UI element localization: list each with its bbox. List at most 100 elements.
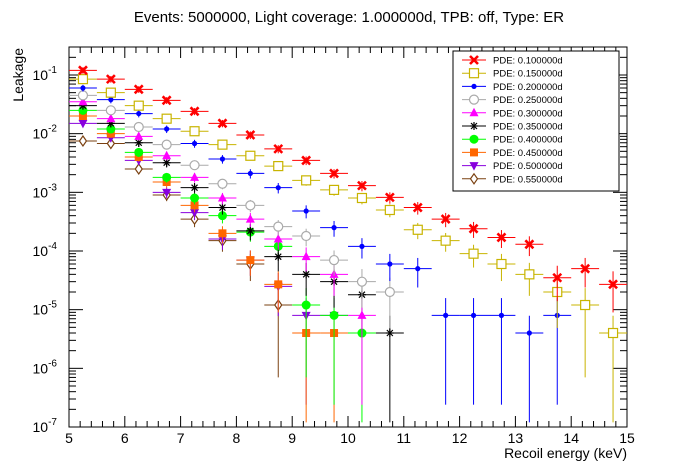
- data-point: [301, 175, 312, 186]
- data-point: [526, 330, 532, 336]
- data-point: [245, 214, 255, 223]
- data-point: [78, 65, 88, 76]
- legend-label: PDE: 0.250000d: [493, 95, 563, 106]
- x-tick-label: 15: [619, 430, 635, 446]
- data-point: [498, 312, 505, 318]
- legend-label: PDE: 0.200000d: [493, 82, 563, 93]
- data-point: [274, 252, 283, 261]
- x-tick-label: 10: [340, 430, 356, 446]
- data-point: [106, 113, 116, 123]
- y-tick-label: 10-4: [33, 241, 58, 259]
- data-point: [245, 130, 256, 140]
- data-point: [78, 96, 88, 106]
- data-point: [77, 74, 89, 85]
- chart-title: Events: 5000000, Light coverage: 1.00000…: [134, 9, 564, 26]
- data-point: [161, 113, 172, 124]
- data-point: [608, 279, 618, 290]
- y-axis-label: Leakage: [10, 48, 26, 102]
- data-point: [275, 185, 281, 191]
- data-point: [246, 256, 255, 265]
- data-point: [359, 243, 365, 249]
- data-point: [301, 251, 311, 261]
- data-point: [524, 239, 535, 250]
- data-point: [245, 200, 256, 211]
- data-point: [496, 232, 507, 243]
- data-point: [301, 155, 312, 166]
- legend-marker: [470, 148, 478, 157]
- data-point: [106, 129, 115, 138]
- series-3: [69, 90, 404, 328]
- data-point: [384, 286, 395, 298]
- data-point: [301, 230, 312, 242]
- data-point: [164, 126, 170, 132]
- data-point: [357, 310, 367, 319]
- data-point: [524, 269, 535, 280]
- series-1: [69, 74, 627, 423]
- data-point: [496, 258, 507, 270]
- x-tick-label: 11: [397, 430, 412, 446]
- legend-marker: [469, 55, 479, 65]
- x-tick-label: 12: [452, 430, 468, 446]
- legend-label: PDE: 0.350000d: [493, 122, 563, 133]
- legend-label: PDE: 0.450000d: [493, 148, 563, 159]
- data-point: [136, 110, 142, 117]
- x-tick-label: 5: [65, 430, 73, 446]
- legend-marker: [469, 134, 479, 144]
- series-9: [69, 134, 293, 378]
- legend-label: PDE: 0.500000d: [493, 161, 563, 172]
- data-point: [246, 226, 255, 235]
- data-point: [217, 139, 228, 150]
- data-point: [134, 138, 143, 147]
- data-point: [78, 134, 88, 148]
- legend: PDE: 0.100000d PDE: 0.150000d PDE: 0.20000…: [452, 50, 620, 192]
- data-point: [190, 183, 199, 192]
- data-point: [356, 192, 368, 204]
- data-point: [190, 172, 200, 181]
- series-2: [69, 84, 572, 423]
- data-point: [217, 193, 227, 202]
- data-point: [105, 105, 116, 116]
- y-tick-label: 10-5: [33, 300, 58, 318]
- data-point: [106, 137, 116, 150]
- legend-label: PDE: 0.150000d: [493, 69, 563, 80]
- data-point: [161, 95, 172, 106]
- series-5: [69, 101, 404, 423]
- data-point: [190, 201, 199, 210]
- data-point: [133, 121, 144, 133]
- legend-marker: [469, 172, 479, 185]
- data-point: [80, 85, 86, 91]
- legend-label: PDE: 0.100000d: [493, 56, 563, 67]
- data-point: [134, 153, 143, 162]
- y-tick-label: 10-2: [33, 124, 58, 142]
- data-point: [106, 124, 116, 134]
- data-point: [78, 111, 87, 120]
- data-point: [470, 312, 477, 318]
- data-point: [161, 139, 172, 150]
- legend-label: PDE: 0.550000d: [493, 174, 563, 185]
- data-point: [412, 224, 423, 235]
- data-point: [329, 168, 339, 179]
- data-point: [301, 300, 311, 310]
- data-point: [245, 150, 256, 161]
- y-tick-label: 10-7: [33, 417, 58, 435]
- y-tick-label: 10-6: [33, 358, 58, 376]
- data-point: [217, 118, 228, 129]
- data-point: [273, 234, 283, 243]
- legend-marker: [469, 162, 479, 171]
- data-point: [134, 162, 143, 176]
- data-point: [273, 143, 284, 154]
- data-point: [331, 225, 337, 231]
- data-point: [162, 188, 172, 198]
- data-point: [134, 131, 144, 140]
- plot-area: 5 6 7 8 9 10 11 12 13 14 15 10-7 10-6 10-5 10-4 10-3 10-…: [33, 46, 635, 446]
- data-point: [580, 263, 591, 274]
- data-point: [412, 202, 423, 213]
- data-point: [217, 211, 227, 221]
- data-point: [133, 84, 144, 95]
- legend-box: [452, 50, 620, 192]
- legend-label: PDE: 0.400000d: [493, 135, 563, 146]
- data-point: [385, 329, 394, 338]
- data-point: [218, 229, 227, 238]
- data-point: [218, 203, 227, 212]
- legend-marker: [468, 68, 480, 79]
